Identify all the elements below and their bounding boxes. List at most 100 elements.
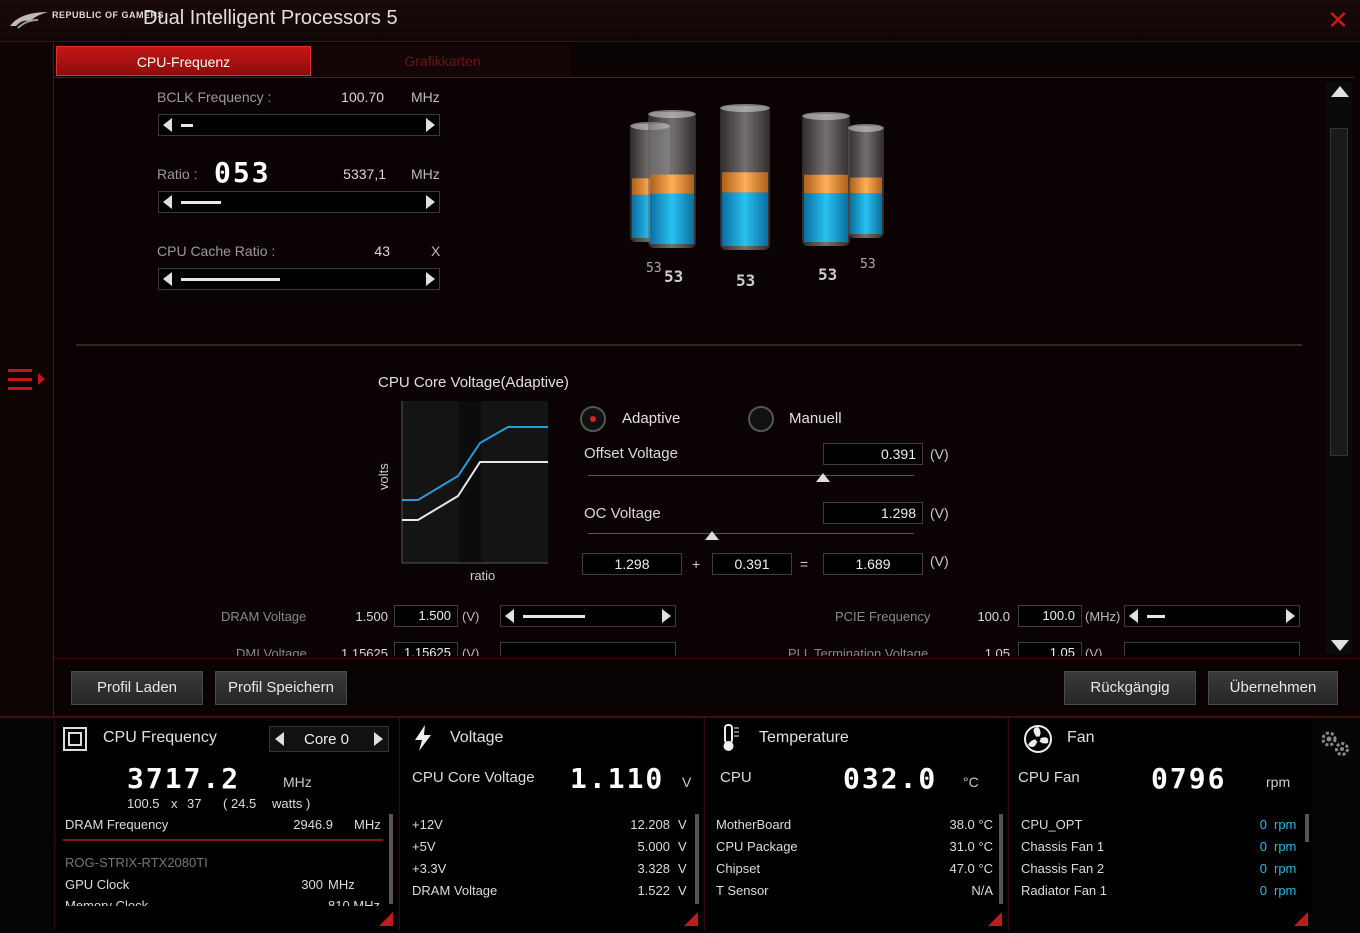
offset-voltage-track[interactable] xyxy=(588,475,914,476)
core-cylinder xyxy=(802,112,850,120)
core-cylinder xyxy=(720,104,770,112)
undo-button[interactable]: Rückgängig xyxy=(1064,671,1196,705)
voltage-row-value: 12.208 xyxy=(630,817,670,832)
voltage-row-label: +3.3V xyxy=(412,861,447,876)
voltage-row-value: 1.522 xyxy=(637,883,670,898)
pcie-frequency-slider[interactable] xyxy=(1124,605,1300,627)
temp-row-label: MotherBoard xyxy=(716,817,792,832)
panel-scroll[interactable] xyxy=(999,814,1003,904)
bclk-increase-icon[interactable] xyxy=(426,118,435,132)
core-prev-icon[interactable] xyxy=(275,732,284,746)
ratio-increase-icon[interactable] xyxy=(426,195,435,209)
temp-row-label: CPU Package xyxy=(716,839,798,854)
tab-grafikkarten[interactable]: Grafikkarten xyxy=(314,46,571,76)
core-next-icon[interactable] xyxy=(374,732,383,746)
dram-decrease-icon[interactable] xyxy=(505,609,514,623)
offset-voltage-label: Offset Voltage xyxy=(584,445,678,462)
panel-scroll[interactable] xyxy=(389,814,393,904)
temperature-panel: Temperature CPU 032.0 °C MotherBoard 38.… xyxy=(704,718,1006,930)
panel-scroll[interactable] xyxy=(695,814,699,904)
panel-divider xyxy=(63,839,383,841)
core-cylinder xyxy=(850,193,882,234)
temp-row-value: N/A xyxy=(971,883,993,898)
fan-row-unit: rpm xyxy=(1274,839,1297,854)
oc-voltage-unit: (V) xyxy=(930,505,949,521)
oc-voltage-track[interactable] xyxy=(588,533,914,534)
cache-decrease-icon[interactable] xyxy=(163,272,172,286)
load-profile-button[interactable]: Profil Laden xyxy=(71,671,203,705)
cpu-fan-label: CPU Fan xyxy=(1018,769,1080,786)
dmi-voltage-label: DMI Voltage xyxy=(236,646,307,656)
voltage-row-unit: V xyxy=(678,861,687,876)
cpu-temp-unit: °C xyxy=(963,774,979,790)
adaptive-label: Adaptive xyxy=(622,410,681,427)
panel-corner-icon[interactable] xyxy=(988,912,1002,926)
cache-ratio-slider[interactable] xyxy=(158,268,440,290)
scroll-up-icon[interactable] xyxy=(1331,86,1349,97)
pcie-increase-icon[interactable] xyxy=(1286,609,1295,623)
dram-increase-icon[interactable] xyxy=(662,609,671,623)
scroll-down-icon[interactable] xyxy=(1331,640,1349,651)
offset-voltage-unit: (V) xyxy=(930,446,949,462)
dram-frequency-value: 2946.9 xyxy=(293,817,333,832)
oc-voltage-thumb[interactable] xyxy=(704,531,719,540)
scroll-thumb[interactable] xyxy=(1330,128,1348,456)
bclk-value: 100.70 xyxy=(341,89,384,105)
pll-voltage-value: 1.05 xyxy=(984,646,1010,656)
cpu-temp-lcd: 032.0 xyxy=(843,762,938,795)
settings-gear-icon[interactable] xyxy=(1318,728,1352,760)
pll-voltage-unit: (V) xyxy=(1085,646,1103,656)
menu-expand-icon[interactable] xyxy=(8,365,46,395)
bclk-slider[interactable] xyxy=(158,114,440,136)
ratio-decrease-icon[interactable] xyxy=(163,195,172,209)
ratio-label: Ratio : xyxy=(157,166,198,182)
cpu-core-voltage-lcd: 1.110 xyxy=(570,762,665,795)
fan-row-unit: rpm xyxy=(1274,817,1297,832)
watts-readout: ( 24.5 xyxy=(223,796,257,811)
dmi-voltage-value: 1.15625 xyxy=(341,646,388,656)
adaptive-radio[interactable] xyxy=(580,406,606,432)
bclk-unit: MHz xyxy=(411,89,440,105)
panel-scroll[interactable] xyxy=(1305,814,1309,842)
dmi-voltage-slider[interactable] xyxy=(500,642,676,656)
core-label: 53 xyxy=(860,257,876,272)
save-profile-button[interactable]: Profil Speichern xyxy=(215,671,347,705)
voltage-curve-graph: volts ratio xyxy=(376,401,548,583)
cpu-fan-lcd: 0796 xyxy=(1151,762,1227,795)
cache-increase-icon[interactable] xyxy=(426,272,435,286)
dmi-voltage-input[interactable]: 1.15625 xyxy=(394,642,458,656)
ratio-slider[interactable] xyxy=(158,191,440,213)
core-cylinder xyxy=(804,174,848,194)
offset-voltage-input[interactable]: 0.391 xyxy=(823,443,923,465)
oc-voltage-input[interactable]: 1.298 xyxy=(823,502,923,524)
pll-voltage-input[interactable]: 1.05 xyxy=(1018,642,1082,656)
manual-radio[interactable] xyxy=(748,406,774,432)
bclk-readout: 100.5 xyxy=(127,796,160,811)
cpu-frequency-unit: MHz xyxy=(283,774,312,790)
dmi-voltage-unit: (V) xyxy=(462,646,480,656)
memory-clock-row: Memory Clock 810 MHz xyxy=(55,898,385,906)
core-cylinder xyxy=(850,177,882,194)
pcie-decrease-icon[interactable] xyxy=(1129,609,1138,623)
section-divider xyxy=(76,344,1302,346)
offset-voltage-thumb[interactable] xyxy=(815,473,830,482)
tab-bar: CPU-Frequenz Grafikkarten xyxy=(56,46,571,76)
pcie-slider-fill xyxy=(1147,615,1165,618)
panel-corner-icon[interactable] xyxy=(1294,912,1308,926)
pcie-frequency-input[interactable]: 100.0 xyxy=(1018,605,1082,627)
core-select[interactable]: Core 0 xyxy=(269,726,389,752)
panel-corner-icon[interactable] xyxy=(684,912,698,926)
bclk-decrease-icon[interactable] xyxy=(163,118,172,132)
pll-voltage-slider[interactable] xyxy=(1124,642,1300,656)
dram-voltage-input[interactable]: 1.500 xyxy=(394,605,458,627)
dram-voltage-slider[interactable] xyxy=(500,605,676,627)
sum-total-value: 1.689 xyxy=(823,553,923,575)
apply-button[interactable]: Übernehmen xyxy=(1208,671,1338,705)
panel-corner-icon[interactable] xyxy=(379,912,393,926)
close-icon[interactable]: ✕ xyxy=(1327,5,1349,35)
core-label: 53 xyxy=(646,261,662,276)
sum-plus: + xyxy=(692,556,701,572)
core-cylinder xyxy=(804,193,848,242)
tab-cpu-frequenz[interactable]: CPU-Frequenz xyxy=(56,46,311,76)
temp-row-value: 47.0 °C xyxy=(949,861,993,876)
